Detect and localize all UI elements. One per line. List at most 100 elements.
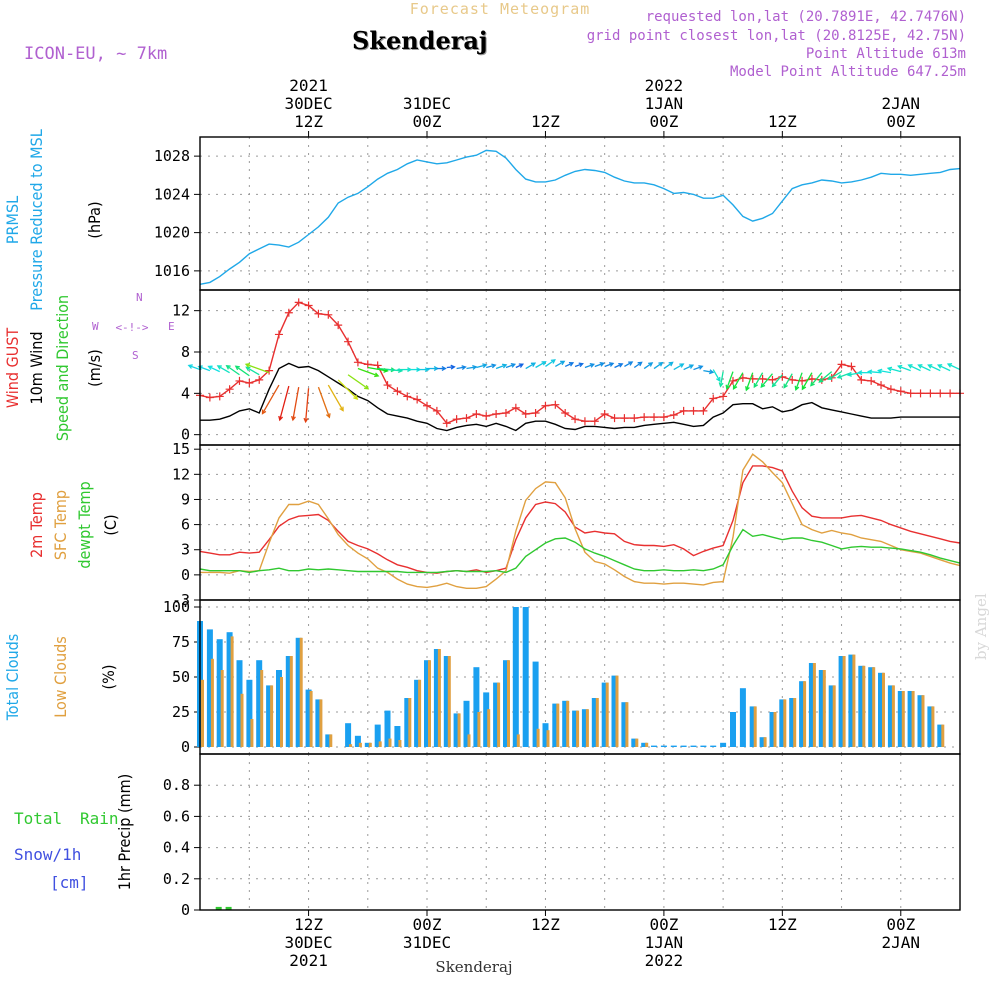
- bar-clouds: [424, 660, 430, 747]
- panel-label: dewpt Temp: [75, 481, 94, 568]
- bar-clouds: [305, 689, 312, 747]
- panel-label: (hPa): [85, 201, 104, 238]
- wind-arrow-head: [291, 415, 296, 422]
- bar-clouds: [828, 685, 835, 747]
- bar-clouds: [447, 656, 451, 747]
- wind-arrow-head: [599, 362, 605, 367]
- wind-arrow-head: [424, 367, 430, 373]
- wind-arrow-head: [541, 361, 547, 366]
- bar-clouds: [437, 649, 441, 747]
- bar-clouds: [266, 685, 273, 747]
- wind-arrow: [317, 386, 331, 418]
- bar-clouds: [493, 682, 500, 747]
- gridpoint-coords: grid point closest lon,lat (20.8125E, 42…: [586, 28, 966, 44]
- panel-frame: [199, 753, 961, 911]
- wind-arrow-head: [261, 409, 267, 415]
- wind-arrow: [217, 365, 230, 374]
- time-label-bottom: 2JAN: [882, 933, 921, 952]
- bar-clouds: [250, 719, 254, 747]
- wind-arrow-head: [450, 364, 456, 370]
- gust-marker: [630, 414, 639, 423]
- wind-arrow-head: [658, 361, 664, 367]
- bar-clouds: [463, 700, 470, 747]
- wind-arrow-head: [441, 366, 447, 372]
- bar-clouds: [503, 660, 509, 747]
- panel-label: Speed and Direction: [53, 295, 72, 441]
- bar-clouds: [364, 742, 371, 747]
- gust-marker: [423, 401, 432, 410]
- wind-arrow: [367, 366, 388, 372]
- bar-clouds: [473, 667, 480, 747]
- gust-marker: [215, 392, 224, 401]
- bar-clouds: [433, 649, 440, 747]
- bar-clouds: [388, 738, 392, 747]
- y-tick-label: 1016: [154, 262, 190, 280]
- bar-clouds: [641, 742, 648, 747]
- bar-clouds: [408, 698, 412, 747]
- bar-clouds: [487, 709, 491, 747]
- wind-arrow-head: [609, 362, 615, 367]
- y-tick-label: 0: [181, 426, 190, 444]
- compass-w: W: [92, 320, 99, 333]
- wind-arrow-head: [234, 365, 240, 371]
- wind-arrow-head: [648, 362, 654, 367]
- bar-clouds: [783, 699, 787, 747]
- bar-clouds: [927, 706, 934, 747]
- wind-arrow: [594, 362, 604, 368]
- bar-clouds: [862, 665, 866, 747]
- requested-coords: requested lon,lat (20.7891E, 42.7476N): [645, 9, 966, 25]
- wind-arrow: [683, 364, 694, 371]
- bar-clouds: [483, 692, 490, 747]
- time-label-bottom: 00Z: [886, 915, 915, 934]
- wind-arrow: [245, 363, 270, 374]
- gust-marker: [778, 372, 787, 381]
- y-tick-label: 15: [172, 440, 190, 458]
- wind-arrow: [712, 369, 721, 382]
- bar-clouds: [769, 712, 776, 747]
- wind-arrow-head: [568, 361, 575, 367]
- gust-marker: [689, 406, 698, 415]
- bar-clouds: [477, 712, 481, 747]
- gust-marker: [344, 337, 353, 346]
- bar-clouds: [818, 670, 825, 747]
- bar-clouds: [931, 706, 935, 747]
- bar-clouds: [210, 658, 214, 747]
- y-tick-label: 0.4: [163, 839, 190, 857]
- bar-clouds: [236, 660, 243, 747]
- wind-arrow-head: [187, 364, 193, 369]
- wind-arrow: [878, 369, 892, 374]
- panel-label: 1hr Precip (mm): [115, 774, 134, 891]
- time-label-top: 1JAN: [645, 94, 684, 113]
- bar-clouds: [789, 698, 796, 747]
- wind-arrow: [801, 372, 813, 390]
- gust-marker: [403, 392, 412, 401]
- gust-marker: [867, 376, 876, 385]
- gust-marker: [610, 414, 619, 423]
- gust-marker: [334, 321, 343, 330]
- panel-wind: 0 4 8 12 Wind GUST 10m Wind Speed and Directio…: [3, 289, 964, 446]
- series-line-temp-2: [199, 528, 961, 574]
- wind-arrow-head: [745, 386, 750, 392]
- y-tick-label: 0: [181, 566, 190, 584]
- wind-arrow: [554, 360, 565, 368]
- wind-arrow: [795, 372, 803, 390]
- bar-clouds: [773, 712, 777, 747]
- wind-arrow-head: [760, 382, 766, 389]
- bar-clouds: [635, 738, 639, 747]
- time-label-top: 12Z: [768, 112, 797, 131]
- bar-clouds: [651, 745, 657, 747]
- wind-arrow: [466, 366, 477, 370]
- wind-arrow-head: [578, 362, 584, 368]
- wind-arrow: [292, 387, 300, 421]
- wind-arrow: [693, 365, 703, 371]
- wind-arrow: [476, 364, 487, 369]
- bar-clouds: [585, 709, 589, 747]
- compass-arrows: <-!->: [115, 321, 148, 334]
- gust-marker: [452, 415, 461, 424]
- gust-marker: [472, 410, 481, 418]
- wind-arrow: [246, 366, 260, 376]
- bar-clouds: [911, 691, 915, 747]
- bar-clouds: [907, 691, 914, 747]
- bar-clouds: [201, 679, 204, 747]
